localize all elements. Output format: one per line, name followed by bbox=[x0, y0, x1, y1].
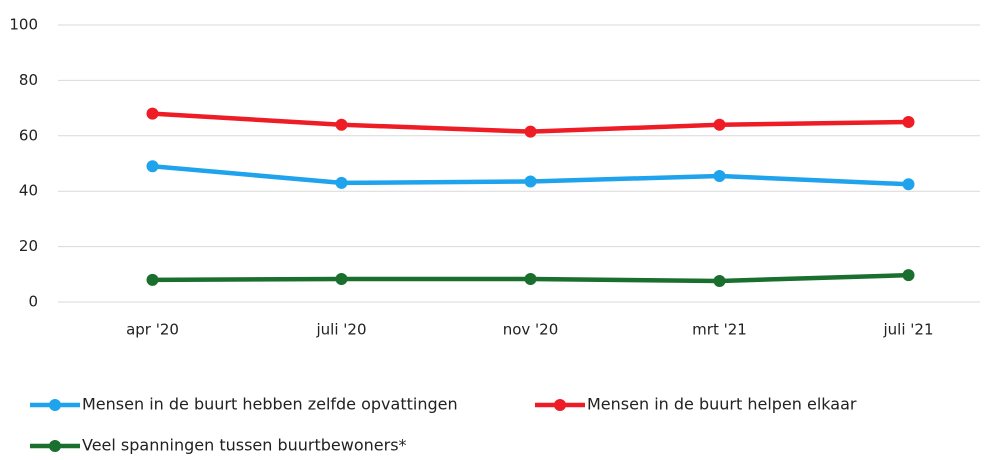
data-point bbox=[335, 118, 348, 131]
x-tick-label: apr '20 bbox=[126, 321, 179, 339]
legend-label: Veel spanningen tussen buurtbewoners* bbox=[82, 436, 407, 455]
legend-label: Mensen in de buurt hebben zelfde opvatti… bbox=[82, 395, 458, 414]
y-tick-label: 60 bbox=[19, 126, 38, 144]
data-point bbox=[713, 274, 726, 287]
x-tick-label: juli '20 bbox=[316, 321, 367, 339]
data-point bbox=[902, 178, 915, 191]
x-tick-label: nov '20 bbox=[503, 321, 559, 339]
data-point bbox=[902, 115, 915, 128]
data-point bbox=[524, 273, 537, 286]
x-tick-label: juli '21 bbox=[883, 321, 934, 339]
legend-marker bbox=[49, 440, 61, 452]
legend-marker bbox=[49, 399, 61, 411]
data-point bbox=[335, 176, 348, 189]
data-point bbox=[524, 125, 537, 138]
y-tick-label: 100 bbox=[9, 16, 38, 34]
legend-label: Mensen in de buurt helpen elkaar bbox=[587, 395, 857, 414]
data-point bbox=[713, 118, 726, 131]
y-tick-label: 40 bbox=[19, 182, 38, 200]
y-tick-label: 0 bbox=[28, 293, 38, 311]
data-point bbox=[713, 169, 726, 182]
data-point bbox=[146, 160, 159, 173]
data-point bbox=[146, 107, 159, 120]
y-tick-label: 80 bbox=[19, 71, 38, 89]
data-point bbox=[902, 269, 915, 282]
x-tick-label: mrt '21 bbox=[692, 321, 747, 339]
legend-marker bbox=[554, 399, 566, 411]
data-point bbox=[335, 273, 348, 286]
data-point bbox=[524, 175, 537, 188]
data-point bbox=[146, 273, 159, 286]
y-tick-label: 20 bbox=[19, 237, 38, 255]
